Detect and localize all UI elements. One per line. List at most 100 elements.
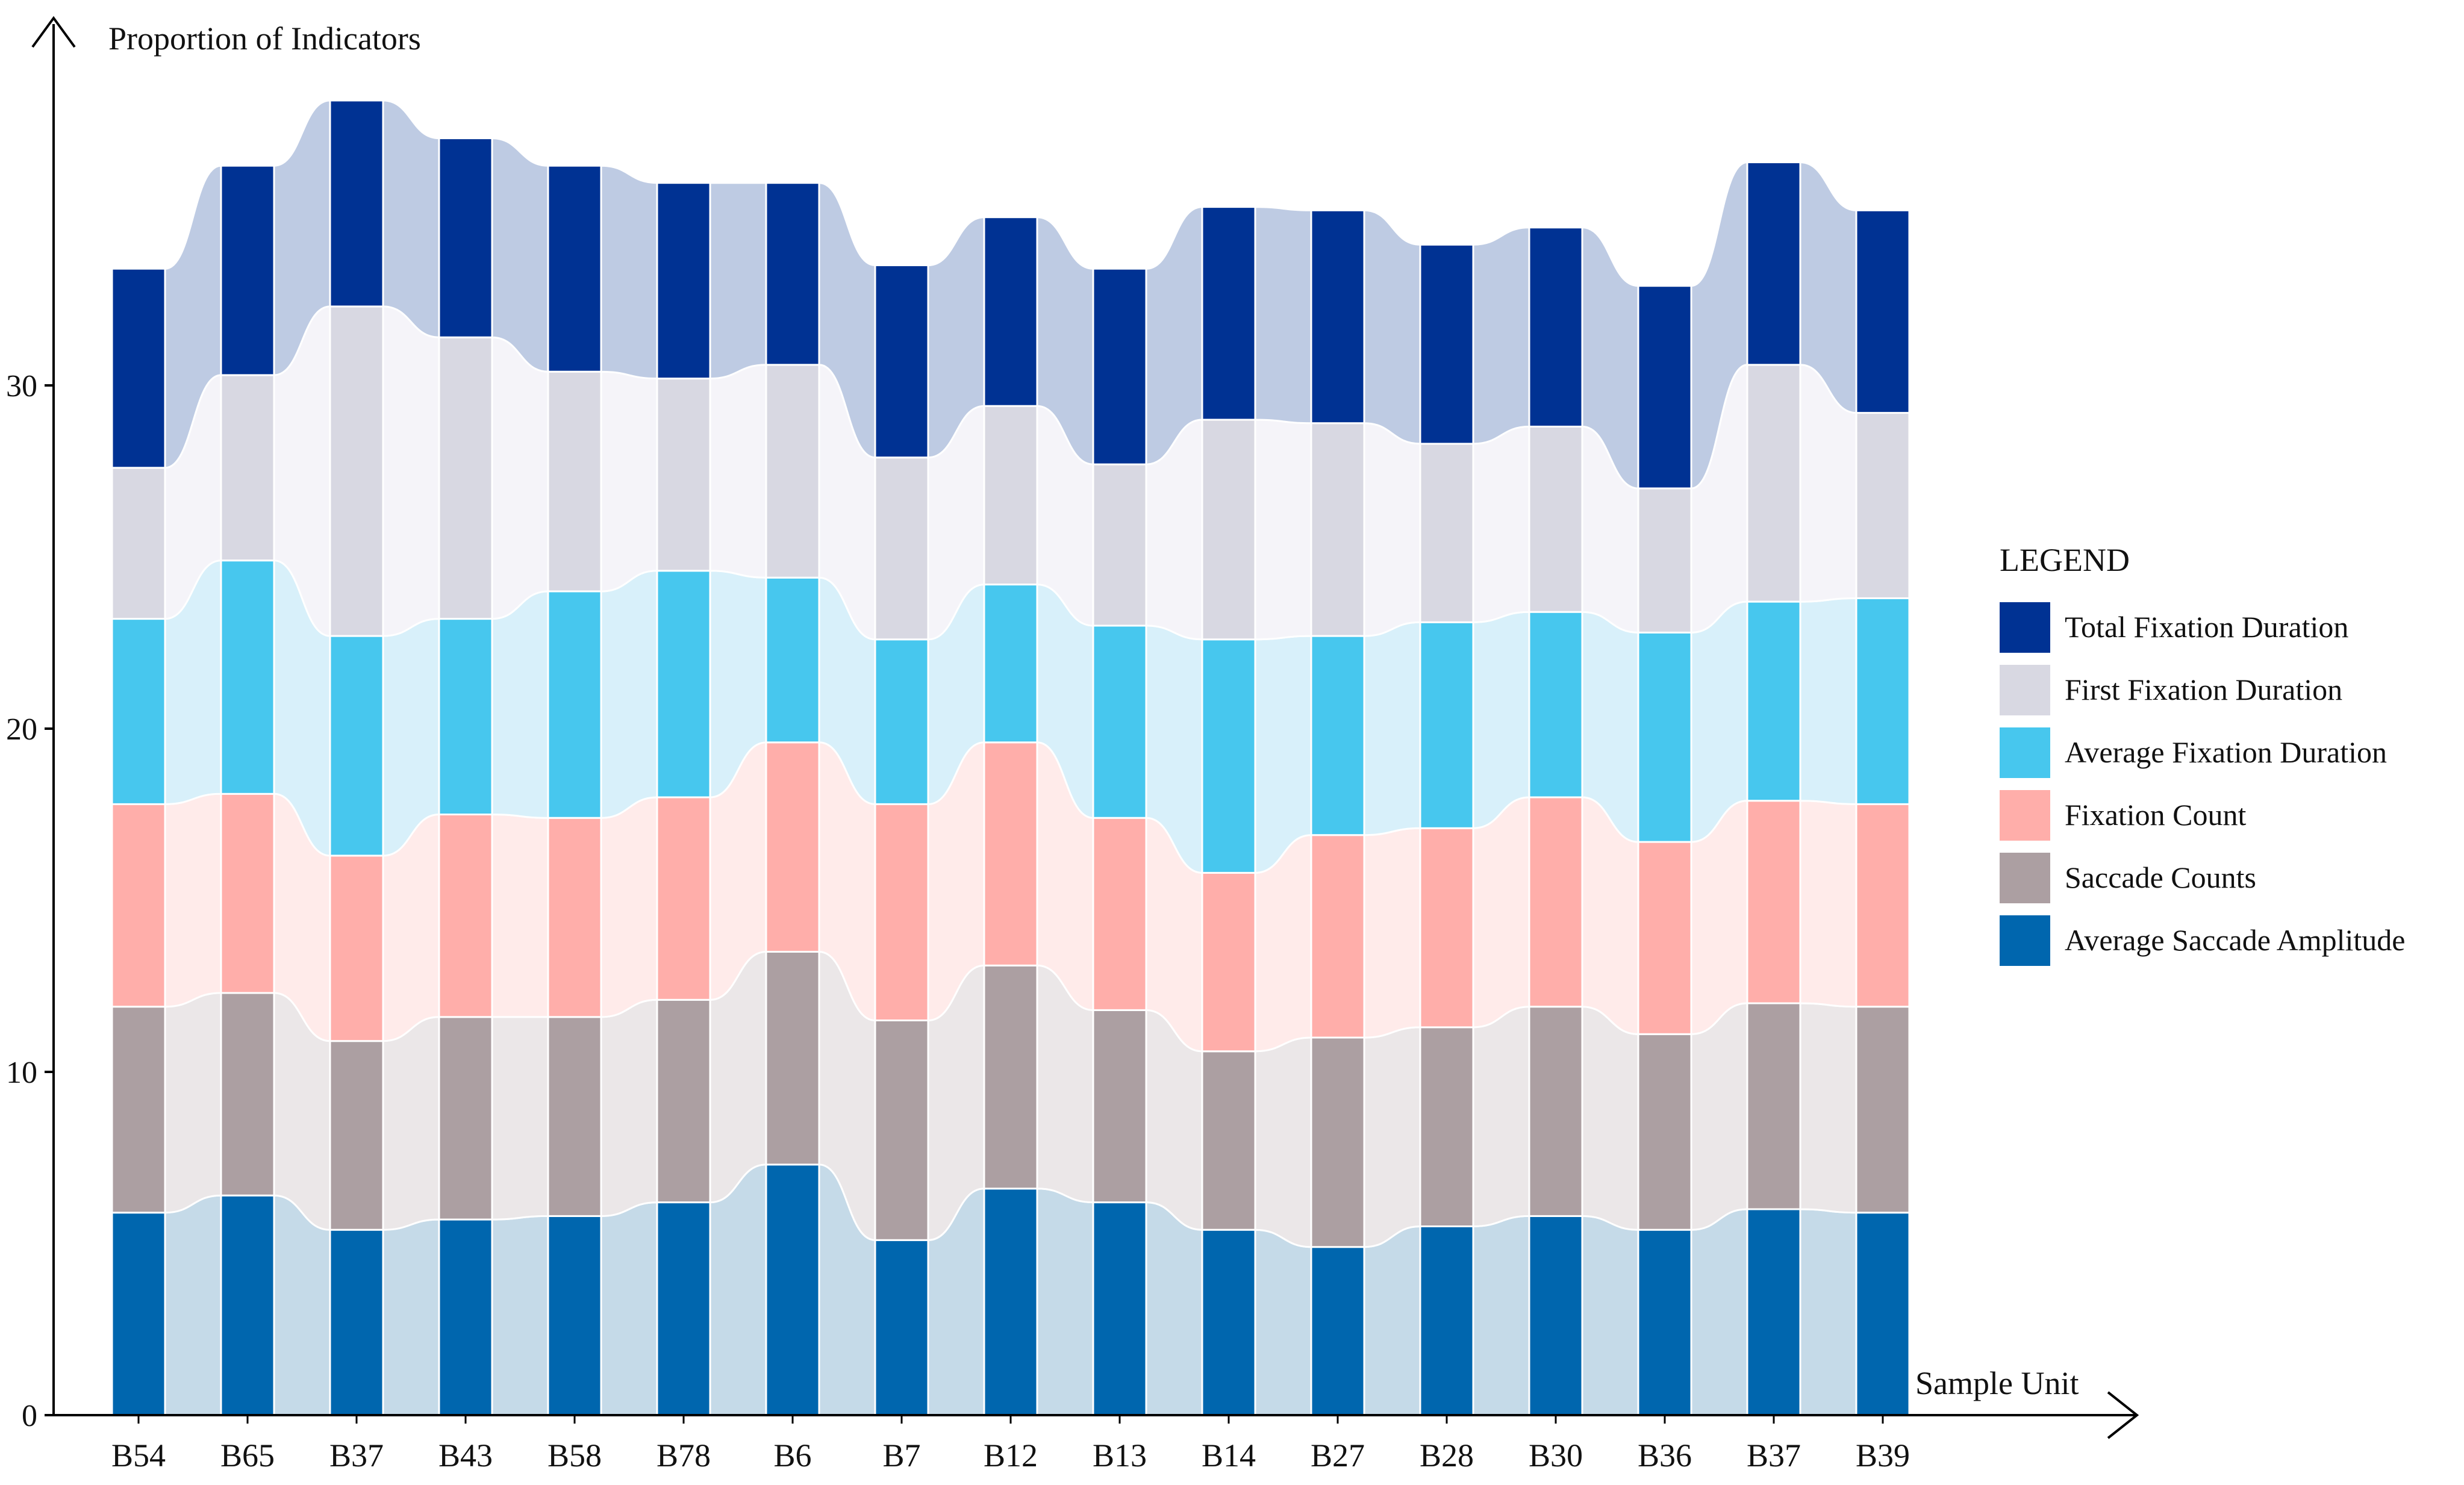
- ribbon-average-fixation-duration: [1799, 597, 1857, 805]
- bar-average-fixation-duration-B14: [1201, 638, 1256, 874]
- bar-fixation-count-B37: [1746, 800, 1801, 1004]
- bar-average-fixation-duration-B36: [1637, 631, 1692, 843]
- y-axis-arrow-icon: [31, 16, 76, 48]
- x-tick-label-B27: B27: [1311, 1437, 1365, 1474]
- bar-saccade-counts-B13: [1092, 1009, 1147, 1204]
- bar-total-fixation-duration-B6: [765, 182, 820, 366]
- x-tick-label-B6: B6: [773, 1437, 811, 1474]
- bar-average-fixation-duration-B43: [438, 618, 493, 815]
- bar-fixation-count-B28: [1419, 827, 1474, 1029]
- ribbon-average-fixation-duration: [1363, 621, 1421, 836]
- bar-average-fixation-duration-B7: [874, 638, 929, 805]
- bar-first-fixation-duration-B30: [1528, 425, 1583, 613]
- x-tick-label-B43: B43: [438, 1437, 493, 1474]
- x-axis-arrow-icon: [2107, 1391, 2139, 1439]
- bar-first-fixation-duration-B39: [1855, 412, 1910, 599]
- x-tick-label-B28: B28: [1420, 1437, 1474, 1474]
- x-tick-label-B37: B37: [329, 1437, 384, 1474]
- y-ticks: 0 10 20 30: [6, 369, 54, 1433]
- bar-fixation-count-B6: [765, 741, 820, 953]
- bar-total-fixation-duration-B65: [220, 164, 275, 376]
- bar-average-fixation-duration-B39: [1855, 597, 1910, 805]
- ribbon-fixation-count: [600, 796, 658, 1018]
- bar-average-fixation-duration-B28: [1419, 621, 1474, 829]
- ribbon-layer: [164, 99, 1857, 1416]
- bar-first-fixation-duration-B78: [656, 378, 711, 572]
- bar-fixation-count-B37: [329, 855, 384, 1042]
- bar-average-fixation-duration-B27: [1310, 635, 1365, 836]
- bar-first-fixation-duration-B7: [874, 456, 929, 641]
- y-tick-label: 0: [22, 1399, 37, 1433]
- ribbon-first-fixation-duration: [382, 305, 440, 637]
- legend-swatch-average-fixation-duration: [2000, 727, 2050, 778]
- ribbon-first-fixation-duration: [491, 336, 549, 620]
- bar-saccade-counts-B6: [765, 951, 820, 1166]
- ribbon-average-fixation-duration: [1472, 611, 1530, 829]
- ribbon-total-fixation-duration: [382, 99, 440, 338]
- x-tick-label-B13: B13: [1093, 1437, 1147, 1474]
- bar-fixation-count-B13: [1092, 817, 1147, 1011]
- bar-first-fixation-duration-B6: [765, 364, 820, 579]
- bar-average-saccade-amplitude-B78: [656, 1201, 711, 1416]
- bar-average-saccade-amplitude-B58: [547, 1215, 602, 1416]
- bar-saccade-counts-B7: [874, 1020, 929, 1241]
- legend-title: LEGEND: [2000, 542, 2130, 578]
- bar-first-fixation-duration-B37: [1746, 364, 1801, 603]
- ribbon-fixation-count: [164, 792, 222, 1008]
- ribbon-fixation-count: [1472, 796, 1530, 1029]
- bar-total-fixation-duration-B37: [1746, 161, 1801, 366]
- ribbon-average-fixation-duration: [1254, 635, 1312, 874]
- bar-total-fixation-duration-B13: [1092, 267, 1147, 465]
- ribbon-total-fixation-duration: [600, 164, 658, 380]
- ribbon-saccade-counts: [1363, 1026, 1421, 1248]
- bar-saccade-counts-B30: [1528, 1006, 1583, 1217]
- legend: LEGEND Total Fixation Duration First Fixa…: [2000, 542, 2406, 966]
- bar-layer: [111, 99, 1910, 1416]
- ribbon-average-saccade-amplitude: [1690, 1208, 1748, 1416]
- axes: Proportion of Indicators Sample Unit: [31, 16, 2139, 1439]
- x-tick-label-B39: B39: [1856, 1437, 1910, 1474]
- ribbon-saccade-counts: [491, 1016, 549, 1221]
- legend-label: Average Saccade Amplitude: [2065, 923, 2406, 957]
- ribbon-fixation-count: [1363, 827, 1421, 1039]
- bar-saccade-counts-B37: [1746, 1002, 1801, 1210]
- bar-saccade-counts-B14: [1201, 1050, 1256, 1231]
- bar-average-fixation-duration-B65: [220, 559, 275, 795]
- bar-average-saccade-amplitude-B14: [1201, 1228, 1256, 1416]
- bar-first-fixation-duration-B43: [438, 336, 493, 620]
- bar-saccade-counts-B58: [547, 1016, 602, 1217]
- bar-first-fixation-duration-B13: [1092, 463, 1147, 627]
- bar-first-fixation-duration-B12: [983, 405, 1038, 586]
- ribbon-average-saccade-amplitude: [1254, 1228, 1312, 1416]
- bar-fixation-count-B36: [1637, 841, 1692, 1035]
- ribbon-first-fixation-duration: [1363, 422, 1421, 637]
- bar-saccade-counts-B36: [1637, 1033, 1692, 1231]
- bar-first-fixation-duration-B27: [1310, 422, 1365, 637]
- bar-average-fixation-duration-B6: [765, 576, 820, 744]
- x-tick-label-B36: B36: [1638, 1437, 1692, 1474]
- x-axis-title: Sample Unit: [1915, 1365, 2079, 1401]
- x-tick-labels: B54 B65 B37 B43 B58 B78 B6 B7 B12 B13 B14 B27 B28 B30…: [111, 1415, 1910, 1474]
- bar-fixation-count-B54: [111, 803, 166, 1008]
- legend-label: Fixation Count: [2065, 798, 2247, 832]
- ribbon-total-fixation-duration: [491, 137, 549, 373]
- bar-average-saccade-amplitude-B36: [1637, 1228, 1692, 1416]
- x-tick-label-B7: B7: [882, 1437, 920, 1474]
- ribbon-average-saccade-amplitude: [1581, 1215, 1639, 1416]
- ribbon-fixation-count: [491, 813, 549, 1018]
- bar-saccade-counts-B37: [329, 1040, 384, 1231]
- bar-average-saccade-amplitude-B13: [1092, 1201, 1147, 1416]
- bar-total-fixation-duration-B36: [1637, 285, 1692, 490]
- bar-first-fixation-duration-B28: [1419, 443, 1474, 623]
- ribbon-saccade-counts: [1472, 1006, 1530, 1228]
- ribbon-saccade-counts: [1690, 1002, 1748, 1231]
- ribbon-average-saccade-amplitude: [1145, 1201, 1203, 1416]
- bar-average-saccade-amplitude-B28: [1419, 1225, 1474, 1416]
- bar-total-fixation-duration-B37: [329, 99, 384, 308]
- bar-first-fixation-duration-B54: [111, 467, 166, 620]
- ribbon-fixation-count: [1799, 800, 1857, 1008]
- ribbon-total-fixation-duration: [709, 182, 767, 380]
- bar-saccade-counts-B54: [111, 1006, 166, 1214]
- bar-total-fixation-duration-B27: [1310, 209, 1365, 425]
